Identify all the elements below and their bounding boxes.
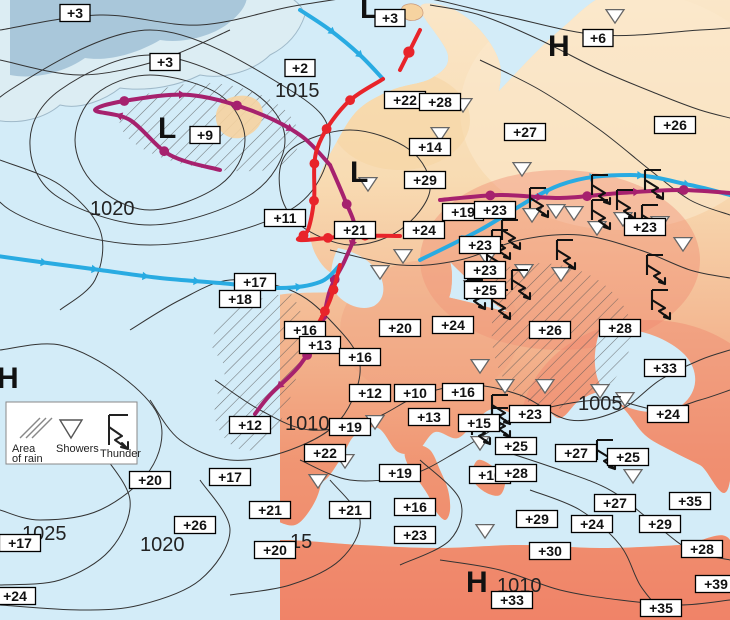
svg-text:+29: +29 xyxy=(413,172,437,188)
svg-text:+16: +16 xyxy=(451,384,475,400)
svg-text:+9: +9 xyxy=(197,127,213,143)
svg-text:+24: +24 xyxy=(412,222,436,238)
svg-text:1020: 1020 xyxy=(140,534,185,556)
svg-text:+26: +26 xyxy=(538,322,562,338)
svg-text:L: L xyxy=(158,112,176,145)
svg-text:Showers: Showers xyxy=(56,443,99,455)
svg-text:+17: +17 xyxy=(218,469,242,485)
svg-text:H: H xyxy=(548,30,570,63)
svg-text:+16: +16 xyxy=(403,499,427,515)
svg-text:+20: +20 xyxy=(138,472,162,488)
svg-text:+23: +23 xyxy=(518,406,542,422)
svg-text:+28: +28 xyxy=(690,541,714,557)
svg-text:+25: +25 xyxy=(616,449,640,465)
svg-text:+26: +26 xyxy=(663,117,687,133)
svg-text:+3: +3 xyxy=(382,10,398,26)
svg-text:+12: +12 xyxy=(238,417,262,433)
svg-text:+16: +16 xyxy=(293,322,317,338)
svg-text:+15: +15 xyxy=(467,415,491,431)
svg-text:1020: 1020 xyxy=(90,198,135,220)
svg-text:+13: +13 xyxy=(417,409,441,425)
svg-text:1005: 1005 xyxy=(578,393,623,415)
svg-text:+6: +6 xyxy=(590,30,606,46)
svg-text:+39: +39 xyxy=(704,576,728,592)
svg-text:+17: +17 xyxy=(8,535,32,551)
svg-text:+29: +29 xyxy=(525,511,549,527)
svg-text:+23: +23 xyxy=(468,237,492,253)
svg-text:+12: +12 xyxy=(358,385,382,401)
svg-text:+27: +27 xyxy=(564,445,588,461)
svg-text:+19: +19 xyxy=(451,204,475,220)
svg-text:+27: +27 xyxy=(513,124,537,140)
svg-text:+24: +24 xyxy=(3,588,27,604)
svg-text:+27: +27 xyxy=(603,495,627,511)
svg-text:+23: +23 xyxy=(483,202,507,218)
svg-text:+14: +14 xyxy=(418,139,442,155)
svg-text:+25: +25 xyxy=(473,282,497,298)
svg-text:+16: +16 xyxy=(348,349,372,365)
svg-text:+10: +10 xyxy=(403,385,427,401)
svg-text:+25: +25 xyxy=(504,438,528,454)
svg-text:+21: +21 xyxy=(343,222,367,238)
svg-text:H: H xyxy=(466,566,488,599)
svg-text:+3: +3 xyxy=(67,5,83,21)
svg-text:Thunder: Thunder xyxy=(100,448,141,460)
svg-text:+17: +17 xyxy=(243,274,267,290)
svg-text:+19: +19 xyxy=(338,419,362,435)
svg-text:+21: +21 xyxy=(338,502,362,518)
svg-text:+11: +11 xyxy=(274,210,297,226)
svg-text:L: L xyxy=(350,156,368,189)
svg-text:+2: +2 xyxy=(292,60,308,76)
svg-text:+33: +33 xyxy=(653,360,677,376)
svg-text:+19: +19 xyxy=(388,465,412,481)
svg-text:1015: 1015 xyxy=(275,80,320,102)
svg-text:+23: +23 xyxy=(403,527,427,543)
svg-text:+30: +30 xyxy=(538,543,562,559)
svg-text:+24: +24 xyxy=(580,516,604,532)
svg-text:of rain: of rain xyxy=(12,453,43,465)
svg-text:+23: +23 xyxy=(473,262,497,278)
svg-text:+21: +21 xyxy=(258,502,282,518)
svg-text:+3: +3 xyxy=(157,54,173,70)
svg-text:+13: +13 xyxy=(308,337,332,353)
svg-text:+33: +33 xyxy=(500,592,524,608)
svg-text:+24: +24 xyxy=(656,406,680,422)
svg-text:+23: +23 xyxy=(633,219,657,235)
svg-text:1010: 1010 xyxy=(285,413,330,435)
svg-text:+35: +35 xyxy=(678,493,702,509)
svg-text:+28: +28 xyxy=(608,320,632,336)
svg-text:H: H xyxy=(0,362,19,395)
svg-text:+26: +26 xyxy=(183,517,207,533)
svg-text:+20: +20 xyxy=(263,542,287,558)
svg-text:+28: +28 xyxy=(428,94,452,110)
svg-text:+35: +35 xyxy=(649,600,673,616)
svg-text:+20: +20 xyxy=(388,320,412,336)
svg-text:+22: +22 xyxy=(393,92,417,108)
svg-text:+22: +22 xyxy=(313,445,337,461)
svg-text:+29: +29 xyxy=(648,516,672,532)
svg-text:+28: +28 xyxy=(504,465,528,481)
svg-text:+24: +24 xyxy=(441,317,465,333)
svg-text:+18: +18 xyxy=(228,291,252,307)
